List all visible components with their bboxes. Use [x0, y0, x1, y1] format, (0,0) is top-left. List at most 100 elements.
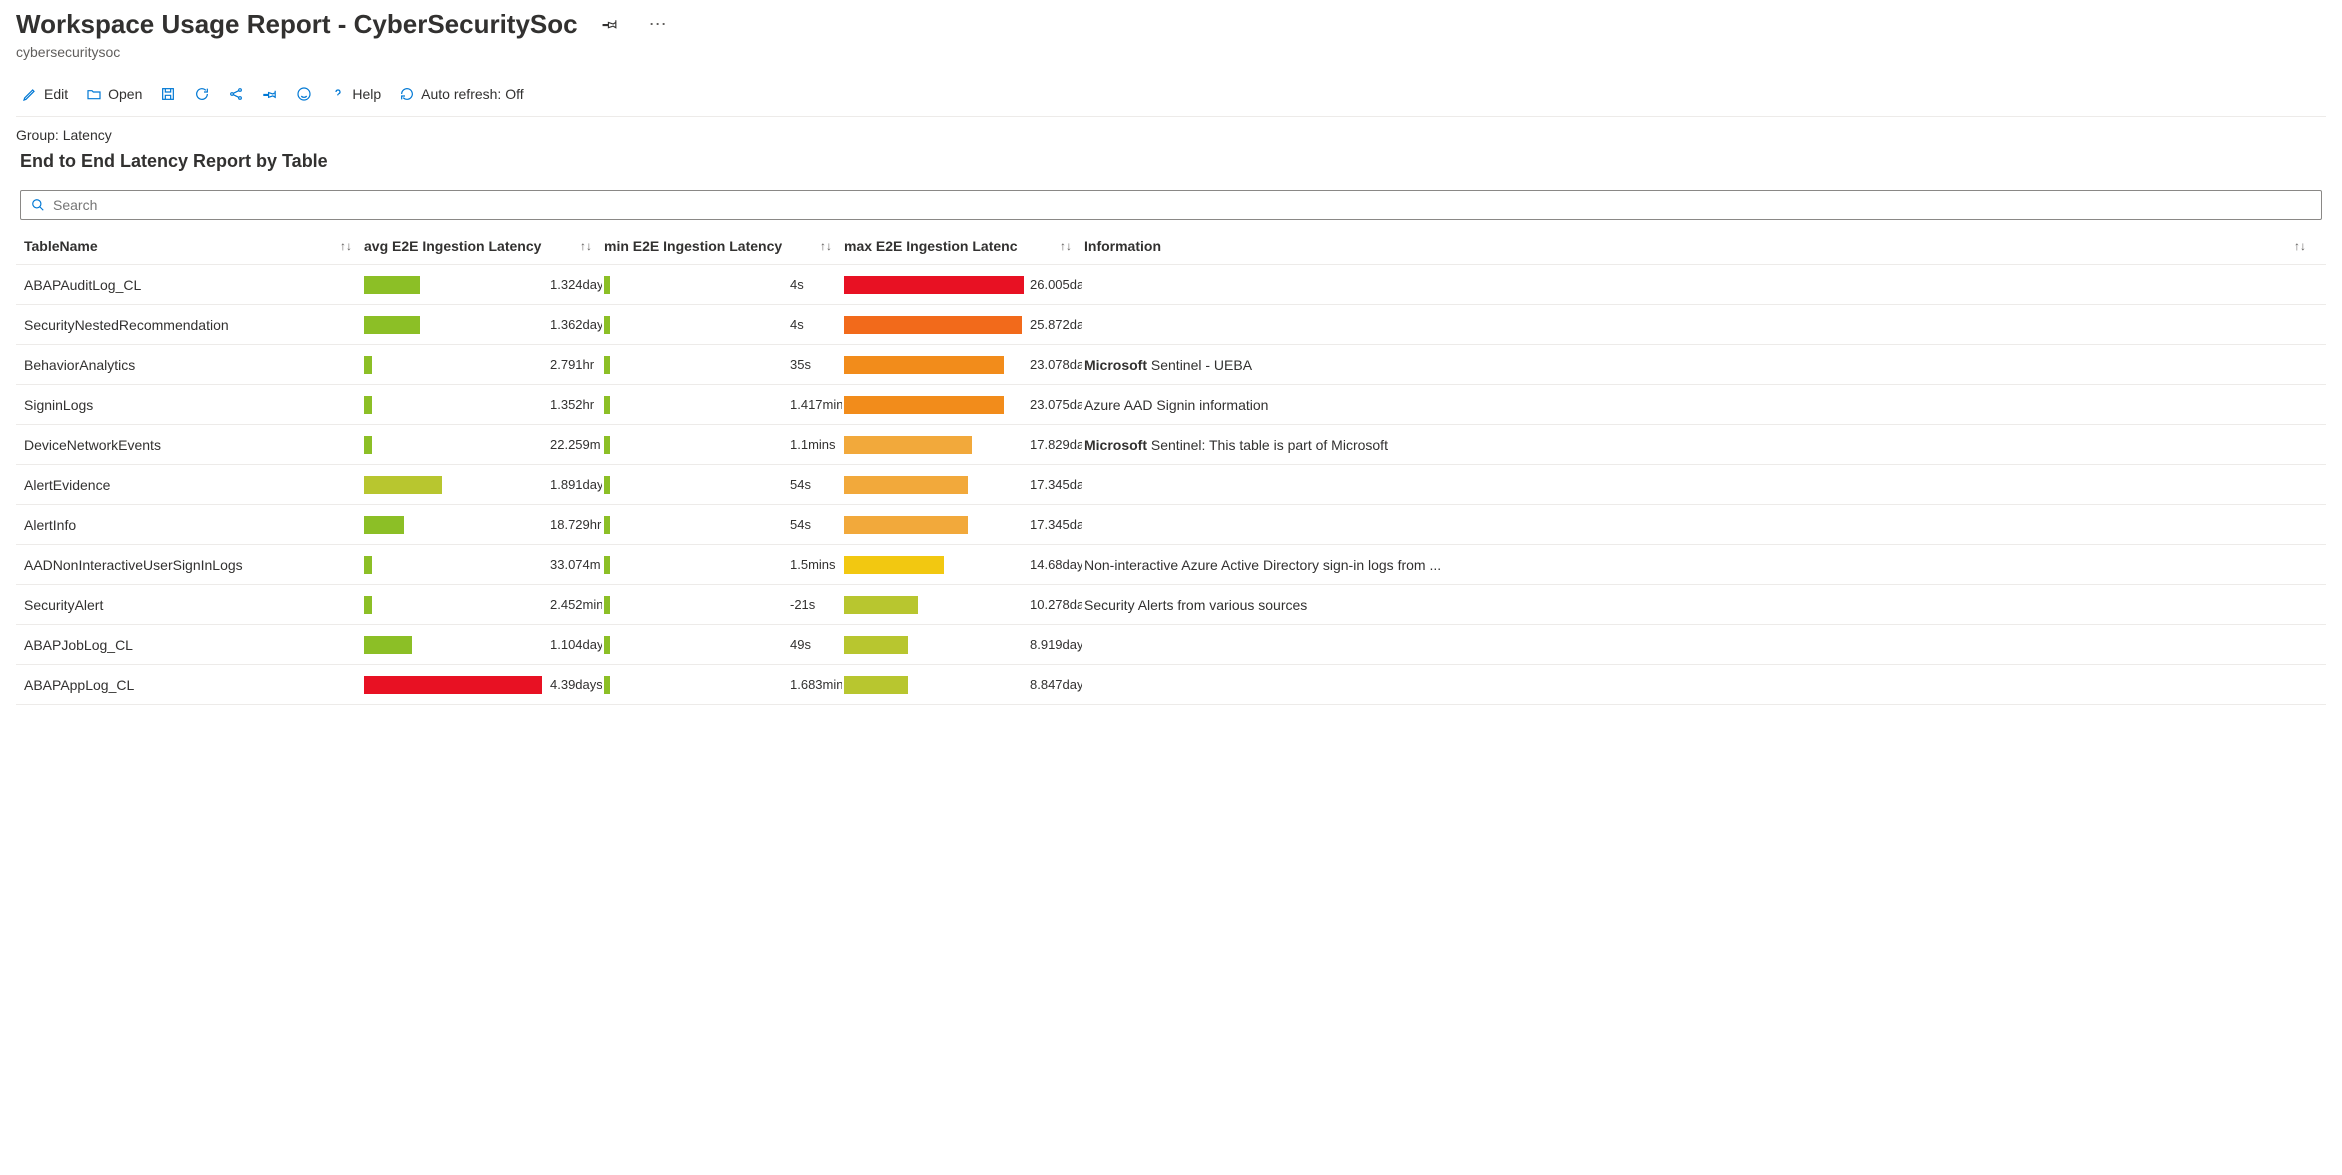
- cell-tablename: ABAPJobLog_CL: [24, 637, 364, 653]
- col-min[interactable]: min E2E Ingestion Latency↑↓: [604, 238, 844, 254]
- cell-info: Non-interactive Azure Active Directory s…: [1084, 557, 2318, 573]
- table-row[interactable]: AlertInfo 18.729hr 54s 17.345da: [16, 505, 2326, 545]
- more-icon[interactable]: ⋯: [642, 8, 674, 40]
- cell-avg: 4.39days: [364, 676, 604, 694]
- bar-value: 25.872da: [1030, 317, 1082, 332]
- cell-avg: 2.791hr: [364, 356, 604, 374]
- cell-tablename: SecurityAlert: [24, 597, 364, 613]
- cell-avg: 1.352hr: [364, 396, 604, 414]
- cell-avg: 2.452min: [364, 596, 604, 614]
- bar-value: 35s: [790, 357, 842, 372]
- cell-min: 1.1mins: [604, 436, 844, 454]
- edit-button[interactable]: Edit: [16, 82, 74, 106]
- search-input[interactable]: [53, 197, 2311, 213]
- bar-value: 1.104day: [550, 637, 602, 652]
- cell-info: Azure AAD Signin information: [1084, 397, 2318, 413]
- table-row[interactable]: AADNonInteractiveUserSignInLogs 33.074m …: [16, 545, 2326, 585]
- cell-max: 26.005da: [844, 276, 1084, 294]
- cell-min: 1.683min: [604, 676, 844, 694]
- bar-value: 4s: [790, 317, 842, 332]
- bar-value: -21s: [790, 597, 842, 612]
- help-label: Help: [352, 86, 381, 102]
- cell-min: 54s: [604, 516, 844, 534]
- table-row[interactable]: SecurityNestedRecommendation 1.362day 4s…: [16, 305, 2326, 345]
- group-label: Group: Latency: [16, 127, 2326, 143]
- table-row[interactable]: BehaviorAnalytics 2.791hr 35s 23.078da M…: [16, 345, 2326, 385]
- page-title: Workspace Usage Report - CyberSecuritySo…: [16, 9, 578, 40]
- table-row[interactable]: AlertEvidence 1.891day 54s 17.345da: [16, 465, 2326, 505]
- table-row[interactable]: SigninLogs 1.352hr 1.417min 23.075da Azu…: [16, 385, 2326, 425]
- bar-value: 8.847day: [1030, 677, 1082, 692]
- toolbar: Edit Open Help Auto refresh: Off: [16, 72, 2326, 117]
- col-info[interactable]: Information↑↓: [1084, 238, 2318, 254]
- search-box[interactable]: [20, 190, 2322, 220]
- cell-avg: 18.729hr: [364, 516, 604, 534]
- cell-tablename: DeviceNetworkEvents: [24, 437, 364, 453]
- col-max[interactable]: max E2E Ingestion Latenc↑↓: [844, 238, 1084, 254]
- cell-tablename: BehaviorAnalytics: [24, 357, 364, 373]
- save-button[interactable]: [154, 82, 182, 106]
- feedback-button[interactable]: [290, 82, 318, 106]
- edit-label: Edit: [44, 86, 68, 102]
- sort-icon: ↑↓: [2294, 239, 2306, 253]
- bar-value: 1.5mins: [790, 557, 842, 572]
- help-button[interactable]: Help: [324, 82, 387, 106]
- refresh-button[interactable]: [188, 82, 216, 106]
- cell-avg: 22.259m: [364, 436, 604, 454]
- open-label: Open: [108, 86, 142, 102]
- cell-info: Security Alerts from various sources: [1084, 597, 2318, 613]
- cell-tablename: AlertEvidence: [24, 477, 364, 493]
- bar-value: 1.417min: [790, 397, 842, 412]
- bar-value: 4.39days: [550, 677, 602, 692]
- bar-value: 54s: [790, 477, 842, 492]
- cell-min: 4s: [604, 316, 844, 334]
- cell-info: Microsoft Sentinel - UEBA: [1084, 357, 2318, 373]
- bar-value: 1.362day: [550, 317, 602, 332]
- cell-avg: 1.104day: [364, 636, 604, 654]
- cell-min: 35s: [604, 356, 844, 374]
- pin-toolbar-button[interactable]: [256, 82, 284, 106]
- auto-refresh-button[interactable]: Auto refresh: Off: [393, 82, 529, 106]
- cell-min: -21s: [604, 596, 844, 614]
- cell-max: 17.345da: [844, 476, 1084, 494]
- table-row[interactable]: DeviceNetworkEvents 22.259m 1.1mins 17.8…: [16, 425, 2326, 465]
- bar-value: 1.1mins: [790, 437, 842, 452]
- cell-tablename: AADNonInteractiveUserSignInLogs: [24, 557, 364, 573]
- bar-value: 10.278da: [1030, 597, 1082, 612]
- bar-value: 26.005da: [1030, 277, 1082, 292]
- table-row[interactable]: ABAPJobLog_CL 1.104day 49s 8.919day: [16, 625, 2326, 665]
- cell-max: 8.919day: [844, 636, 1084, 654]
- share-button[interactable]: [222, 82, 250, 106]
- cell-tablename: SecurityNestedRecommendation: [24, 317, 364, 333]
- cell-max: 17.829da: [844, 436, 1084, 454]
- cell-max: 23.078da: [844, 356, 1084, 374]
- open-button[interactable]: Open: [80, 82, 148, 106]
- cell-info: Microsoft Sentinel: This table is part o…: [1084, 437, 2318, 453]
- cell-min: 1.5mins: [604, 556, 844, 574]
- cell-tablename: AlertInfo: [24, 517, 364, 533]
- col-avg[interactable]: avg E2E Ingestion Latency↑↓: [364, 238, 604, 254]
- sort-icon: ↑↓: [580, 239, 592, 253]
- cell-max: 14.68day: [844, 556, 1084, 574]
- latency-table: TableName↑↓ avg E2E Ingestion Latency↑↓ …: [16, 228, 2326, 705]
- table-row[interactable]: SecurityAlert 2.452min -21s 10.278da Sec…: [16, 585, 2326, 625]
- cell-min: 49s: [604, 636, 844, 654]
- bar-value: 2.791hr: [550, 357, 602, 372]
- bar-value: 8.919day: [1030, 637, 1082, 652]
- auto-refresh-label: Auto refresh: Off: [421, 86, 523, 102]
- cell-tablename: ABAPAuditLog_CL: [24, 277, 364, 293]
- cell-tablename: ABAPAppLog_CL: [24, 677, 364, 693]
- bar-value: 1.891day: [550, 477, 602, 492]
- cell-avg: 1.891day: [364, 476, 604, 494]
- bar-value: 18.729hr: [550, 517, 602, 532]
- cell-max: 10.278da: [844, 596, 1084, 614]
- col-tablename[interactable]: TableName↑↓: [24, 238, 364, 254]
- cell-min: 1.417min: [604, 396, 844, 414]
- pin-icon[interactable]: [594, 8, 626, 40]
- table-row[interactable]: ABAPAuditLog_CL 1.324day 4s 26.005da: [16, 265, 2326, 305]
- section-title: End to End Latency Report by Table: [20, 151, 2326, 172]
- table-header: TableName↑↓ avg E2E Ingestion Latency↑↓ …: [16, 228, 2326, 265]
- bar-value: 33.074m: [550, 557, 602, 572]
- bar-value: 49s: [790, 637, 842, 652]
- table-row[interactable]: ABAPAppLog_CL 4.39days 1.683min 8.847day: [16, 665, 2326, 705]
